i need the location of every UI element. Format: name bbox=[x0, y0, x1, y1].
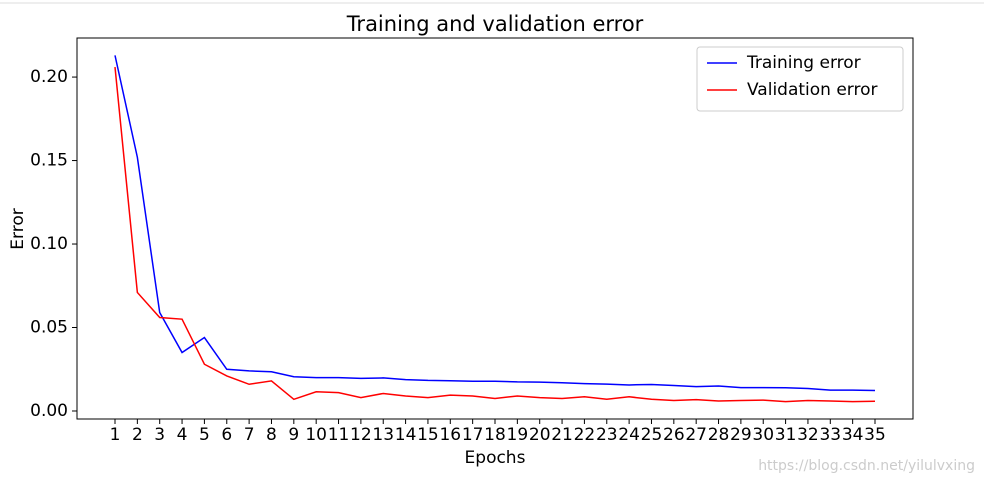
x-tick-label: 4 bbox=[177, 425, 188, 445]
data-line bbox=[114, 55, 876, 392]
y-tick-label: 0.05 bbox=[30, 318, 68, 338]
watermark: https://blog.csdn.net/yilulvxing bbox=[758, 458, 975, 474]
x-axis-label: Epochs bbox=[465, 448, 526, 468]
x-tick-label: 32 bbox=[797, 425, 819, 445]
x-tick-label: 8 bbox=[266, 425, 277, 445]
x-tick-label: 33 bbox=[819, 425, 841, 445]
y-tick-label: 0.15 bbox=[30, 151, 68, 171]
x-tick-label: 9 bbox=[288, 425, 299, 445]
x-tick-label: 1 bbox=[110, 425, 121, 445]
x-tick-label: 23 bbox=[596, 425, 618, 445]
y-tick-label: 0.20 bbox=[30, 67, 68, 87]
plot-frame bbox=[76, 37, 914, 420]
x-tick-label: 34 bbox=[842, 425, 864, 445]
x-tick-label: 29 bbox=[730, 425, 752, 445]
x-tick-label: 17 bbox=[462, 425, 484, 445]
y-axis-label: Error bbox=[8, 208, 28, 249]
y-tick-label: 0.00 bbox=[30, 401, 68, 421]
x-tick-label: 12 bbox=[350, 425, 372, 445]
x-tick-label: 14 bbox=[395, 425, 417, 445]
chart-title: Training and validation error bbox=[346, 12, 644, 36]
x-tick-label: 19 bbox=[507, 425, 529, 445]
x-tick-label: 21 bbox=[551, 425, 573, 445]
legend-box bbox=[696, 46, 904, 112]
x-tick-label: 27 bbox=[685, 425, 707, 445]
y-tick-label: 0.10 bbox=[30, 234, 68, 254]
legend-label: Training error bbox=[746, 53, 861, 73]
x-tick-label: 30 bbox=[752, 425, 774, 445]
x-tick-label: 10 bbox=[305, 425, 327, 445]
x-tick-label: 13 bbox=[372, 425, 394, 445]
x-tick-label: 28 bbox=[708, 425, 730, 445]
x-tick-label: 5 bbox=[199, 425, 210, 445]
x-tick-label: 24 bbox=[618, 425, 640, 445]
x-tick-label: 16 bbox=[439, 425, 461, 445]
x-tick-label: 3 bbox=[154, 425, 165, 445]
x-tick-label: 18 bbox=[484, 425, 506, 445]
x-tick-label: 6 bbox=[221, 425, 232, 445]
x-tick-label: 25 bbox=[641, 425, 663, 445]
x-tick-label: 11 bbox=[328, 425, 350, 445]
x-tick-label: 35 bbox=[864, 425, 886, 445]
x-tick-label: 7 bbox=[244, 425, 255, 445]
data-line bbox=[114, 66, 876, 403]
x-tick-label: 22 bbox=[574, 425, 596, 445]
legend-label: Validation error bbox=[747, 80, 878, 100]
x-tick-label: 2 bbox=[132, 425, 143, 445]
x-tick-label: 15 bbox=[417, 425, 439, 445]
x-tick-label: 31 bbox=[775, 425, 797, 445]
x-tick-label: 26 bbox=[663, 425, 685, 445]
x-tick-label: 20 bbox=[529, 425, 551, 445]
